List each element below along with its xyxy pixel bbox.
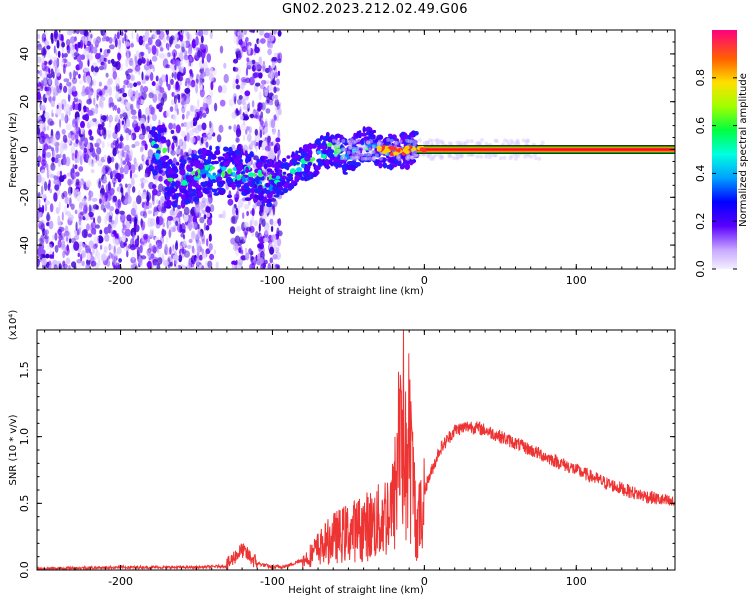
snr-y-tick-label: 0.0 xyxy=(18,561,31,579)
snr-multiplier: (x10⁴) xyxy=(8,310,19,341)
spectrogram-x-tick-label: -100 xyxy=(260,274,285,287)
spectrogram-x-label: Height of straight line (km) xyxy=(288,286,424,297)
spectrogram-y-tick-label: 0 xyxy=(18,146,31,153)
colorbar: 0.0 0.2 0.4 0.6 0.8 Normalized spectral ampl… xyxy=(694,30,749,278)
spectrogram-y-tick-label: -40 xyxy=(18,236,31,254)
colorbar-tick-label: 0.0 xyxy=(694,260,707,278)
spectrogram-y-tick-label: 40 xyxy=(18,47,31,61)
snr-x-tick-label: -100 xyxy=(260,575,285,588)
colorbar-tick-label: 0.2 xyxy=(694,212,707,230)
snr-x-label: Height of straight line (km) xyxy=(288,585,424,596)
snr-y-tick-label: 1.5 xyxy=(18,361,31,379)
colorbar-label: Normalized spectral amplitude xyxy=(738,73,749,227)
snr-x-tick-label: -200 xyxy=(108,575,133,588)
spectrogram-y-tick-label: -20 xyxy=(18,188,31,206)
snr-x-tick-label: 0 xyxy=(421,575,428,588)
spectrogram-x-tick-label: -200 xyxy=(108,274,133,287)
colorbar-tick-label: 0.4 xyxy=(694,165,707,183)
snr-x-tick-label: 100 xyxy=(566,575,587,588)
snr-y-label: SNR (10 * v/v) xyxy=(8,414,19,485)
spectrogram-y-tick-label: 20 xyxy=(18,95,31,109)
colorbar-ticks: 0.0 0.2 0.4 0.6 0.8 xyxy=(694,69,737,278)
snr-series-line xyxy=(37,330,675,570)
snr-panel: -200 -100 0 100 0.0 0.5 1.0 1.5 Height of strai… xyxy=(8,310,676,596)
spectrogram-heatmap xyxy=(37,30,675,269)
spectrogram-x-tick-label: 0 xyxy=(421,274,428,287)
figure-title: GN02.2023.212.02.49.G06 xyxy=(281,2,469,17)
snr-axes: -200 -100 0 100 0.0 0.5 1.0 1.5 xyxy=(18,330,675,588)
colorbar-tick-label: 0.8 xyxy=(694,69,707,87)
snr-y-tick-label: 1.0 xyxy=(18,428,31,446)
spectrogram-x-tick-label: 100 xyxy=(566,274,587,287)
colorbar-gradient xyxy=(712,30,737,269)
colorbar-tick-label: 0.6 xyxy=(694,117,707,135)
snr-y-tick-label: 0.5 xyxy=(18,495,31,513)
spectrogram-y-label: Frequency (Hz) xyxy=(8,112,19,188)
